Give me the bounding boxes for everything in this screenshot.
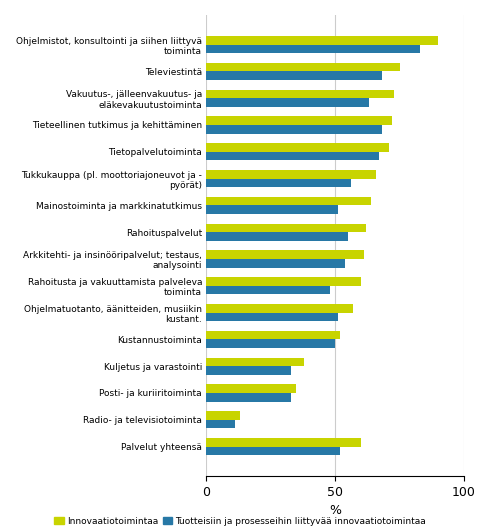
Bar (206, 277, 361, 286)
Bar (206, 98, 369, 107)
Bar (206, 71, 382, 80)
Bar (206, 331, 340, 340)
Legend: Innovaatiotoimintaa, Tuotteisiin ja prosesseihin liittyvää innovaatiotoimintaa: Innovaatiotoimintaa, Tuotteisiin ja pros… (51, 513, 430, 529)
X-axis label: %: % (329, 504, 341, 517)
Bar (206, 340, 335, 348)
Bar (206, 143, 389, 152)
Bar (206, 286, 330, 294)
Bar (206, 152, 379, 160)
Bar (206, 411, 240, 420)
Bar (206, 420, 235, 428)
Bar (206, 232, 348, 241)
Bar (206, 358, 304, 366)
Bar (206, 116, 392, 125)
Bar (206, 438, 361, 446)
Bar (206, 89, 394, 98)
Bar (206, 393, 291, 402)
Bar (206, 44, 420, 53)
Bar (206, 197, 371, 205)
Bar (206, 446, 340, 455)
Bar (206, 36, 438, 44)
Bar (206, 259, 346, 268)
Bar (206, 304, 353, 313)
Bar (206, 250, 363, 259)
Bar (206, 170, 377, 179)
Bar (206, 224, 366, 232)
Bar (206, 63, 400, 71)
Bar (206, 366, 291, 375)
Bar (206, 125, 382, 133)
Bar (206, 179, 351, 187)
Bar (206, 385, 297, 393)
Bar (206, 313, 338, 321)
Bar (206, 205, 338, 214)
